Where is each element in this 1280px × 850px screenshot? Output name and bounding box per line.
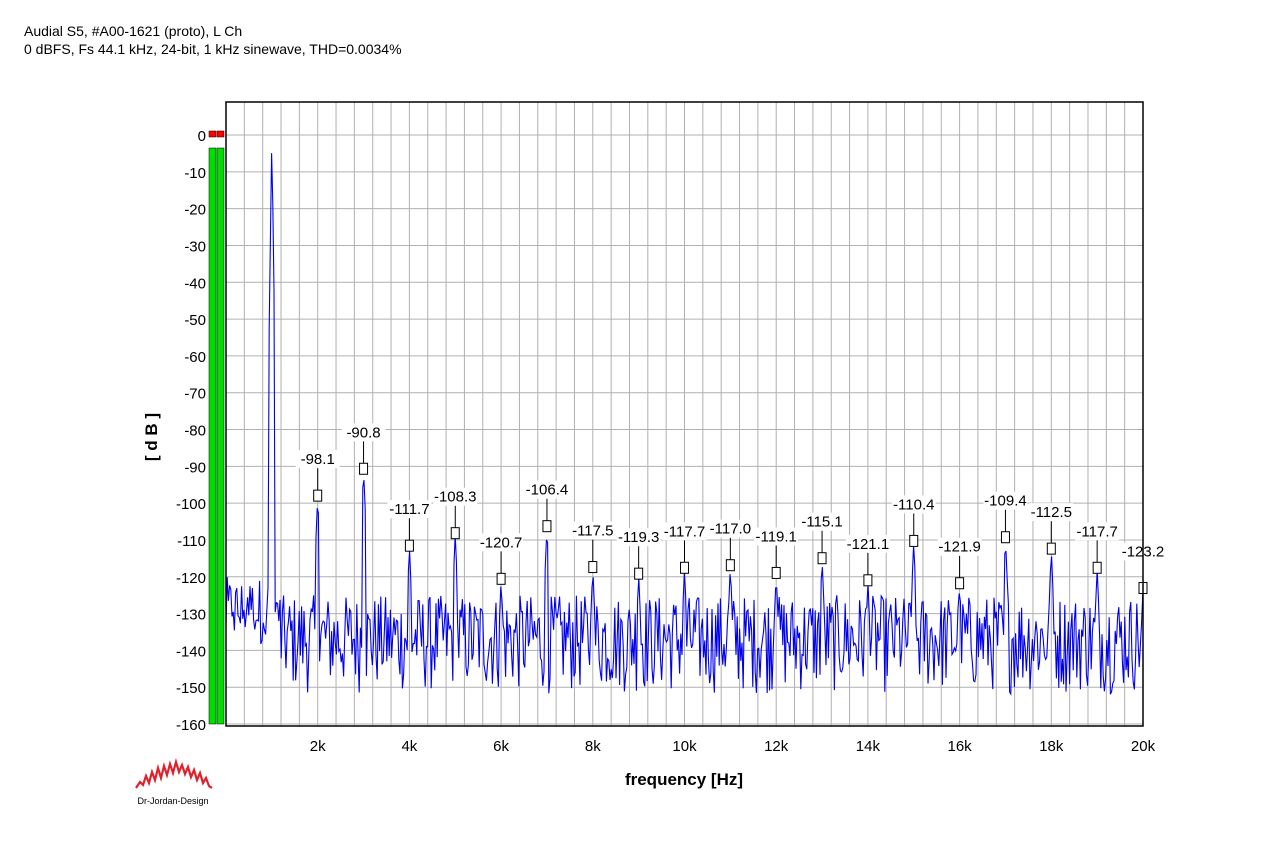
brand-logo: Dr-Jordan-Design xyxy=(132,758,214,810)
harmonic-label: -117.7 xyxy=(1076,523,1117,540)
harmonic-marker xyxy=(680,561,689,574)
x-tick-label: 4k xyxy=(401,738,417,755)
clip-indicator-left xyxy=(208,130,217,138)
harmonic-label-bg xyxy=(616,528,661,547)
y-tick-label: -160 xyxy=(176,717,206,734)
y-tick-label: -40 xyxy=(184,275,206,292)
y-tick-label: -150 xyxy=(176,680,206,697)
harmonic-label-bg xyxy=(387,500,432,519)
harmonic-marker xyxy=(542,520,552,533)
harmonic-marker xyxy=(725,559,735,572)
harmonic-marker xyxy=(404,539,414,552)
harmonic-marker xyxy=(359,462,369,475)
harmonic-label: -120.7 xyxy=(480,534,523,551)
plot-frame xyxy=(225,101,1144,727)
clip-indicator-right xyxy=(216,130,225,138)
harmonic-label: -106.4 xyxy=(526,482,569,499)
x-tick-label: 12k xyxy=(764,738,789,755)
harmonic-label-bg xyxy=(662,522,707,541)
y-tick-label: -90 xyxy=(184,459,206,476)
level-meter-right xyxy=(216,147,225,725)
y-axis-label: [ d B ] xyxy=(142,413,161,461)
waveform-logo-icon xyxy=(135,758,213,789)
harmonic-marker xyxy=(863,574,873,587)
harmonic-label-bg xyxy=(1075,522,1120,541)
x-tick-label: 20k xyxy=(1131,738,1156,755)
harmonic-label-bg xyxy=(845,534,890,553)
x-tick-label: 14k xyxy=(856,738,881,755)
harmonic-marker xyxy=(771,566,781,579)
harmonic-label-bg xyxy=(800,512,845,531)
y-tick-label: -140 xyxy=(176,643,206,660)
chart-title-block: Audial S5, #A00-1621 (proto), L Ch 0 dBF… xyxy=(24,22,402,58)
harmonic-marker xyxy=(955,577,965,590)
harmonic-label-bg xyxy=(1029,503,1074,522)
harmonic-label: -121.1 xyxy=(847,536,890,553)
harmonic-label-bg xyxy=(295,450,340,469)
harmonic-label: -115.1 xyxy=(801,514,842,531)
y-tick-label: 0 xyxy=(198,128,206,145)
harmonic-label-bg xyxy=(937,537,982,556)
y-tick-label: -100 xyxy=(176,496,206,513)
chart-title-line1: Audial S5, #A00-1621 (proto), L Ch xyxy=(24,23,243,39)
harmonic-marker xyxy=(1092,561,1102,574)
harmonic-marker xyxy=(817,552,827,565)
y-tick-label: -110 xyxy=(177,533,206,550)
harmonic-label-bg xyxy=(433,487,478,506)
harmonic-marker xyxy=(588,561,598,574)
harmonic-marker xyxy=(1046,542,1056,555)
harmonic-label: -109.4 xyxy=(984,493,1027,510)
harmonic-label: -110.4 xyxy=(893,496,934,513)
y-tick-label: -70 xyxy=(184,386,206,403)
x-axis-label: frequency [Hz] xyxy=(625,770,743,789)
y-tick-label: -50 xyxy=(184,312,206,329)
y-tick-label: -80 xyxy=(184,423,206,440)
x-tick-label: 10k xyxy=(672,738,697,755)
harmonic-label-bg xyxy=(983,491,1028,510)
harmonic-label-bg xyxy=(479,533,524,552)
x-tick-label: 2k xyxy=(310,738,326,755)
harmonic-marker xyxy=(1000,531,1010,544)
harmonic-label: -112.5 xyxy=(1031,504,1072,521)
harmonic-label-bg xyxy=(891,495,936,514)
level-meter-left xyxy=(208,147,217,725)
harmonic-label-bg xyxy=(524,480,569,499)
harmonic-label: -108.3 xyxy=(434,489,477,506)
harmonic-label: -117.0 xyxy=(710,521,751,538)
harmonic-label: -121.9 xyxy=(938,539,981,556)
x-tick-label: 8k xyxy=(585,738,601,755)
harmonic-marker xyxy=(450,527,460,540)
harmonic-marker xyxy=(496,572,506,585)
harmonic-label-bg xyxy=(341,423,386,442)
y-tick-label: -10 xyxy=(184,165,206,182)
chart-title-line2: 0 dBFS, Fs 44.1 kHz, 24-bit, 1 kHz sinew… xyxy=(24,41,402,57)
x-tick-label: 18k xyxy=(1039,738,1064,755)
harmonic-label: -111.7 xyxy=(389,501,429,518)
harmonic-marker xyxy=(313,489,323,502)
x-tick-label: 6k xyxy=(493,738,509,755)
y-tick-label: -130 xyxy=(176,607,206,624)
harmonic-label: -98.1 xyxy=(301,451,335,468)
brand-logo-text: Dr-Jordan-Design xyxy=(137,796,209,806)
y-tick-label: -30 xyxy=(184,238,206,255)
harmonic-marker xyxy=(634,567,644,580)
y-tick-label: -60 xyxy=(184,349,206,366)
harmonic-label-bg xyxy=(754,527,799,546)
y-tick-label: -20 xyxy=(184,202,206,219)
harmonic-marker xyxy=(909,534,919,547)
harmonic-label: -117.7 xyxy=(664,523,705,540)
x-tick-label: 16k xyxy=(948,738,973,755)
harmonic-label-bg xyxy=(570,521,615,540)
harmonic-label-bg xyxy=(708,519,753,538)
y-tick-label: -120 xyxy=(176,570,206,587)
harmonic-label: -117.5 xyxy=(572,523,613,540)
harmonic-label: -90.8 xyxy=(346,424,380,441)
harmonic-label: -119.1 xyxy=(755,528,796,545)
harmonic-label: -119.3 xyxy=(618,529,659,546)
